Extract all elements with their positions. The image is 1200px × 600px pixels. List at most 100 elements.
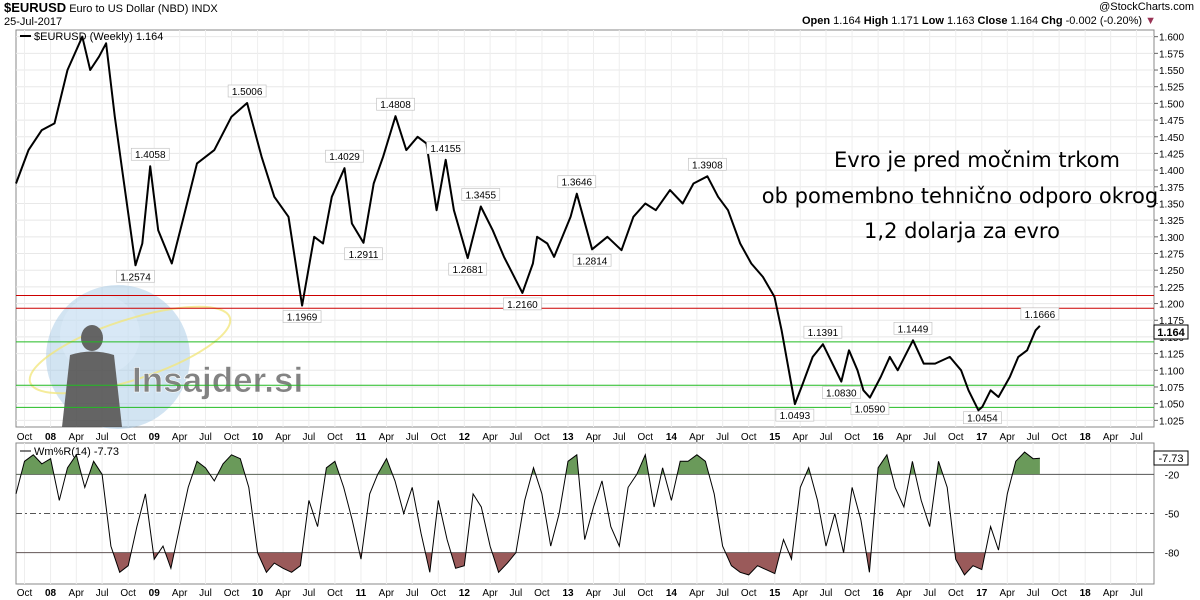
- price-x-tick-label: Apr: [275, 432, 291, 443]
- annotation-line-2: ob pomembno tehnično odporo okrog: [762, 184, 1158, 208]
- price-label: 1.1969: [287, 313, 318, 324]
- indicator-x-tick-label: Jul: [613, 588, 626, 599]
- price-x-axis: Oct 08 Apr Jul Oct 09 Apr Jul Oct 10 Apr Jul Oct 11 Ap…: [17, 432, 1143, 443]
- globe-ring: [28, 305, 232, 395]
- price-label-box: [803, 325, 843, 339]
- price-y-tick-label: 1.225: [1159, 283, 1184, 294]
- price-label-box: [344, 247, 383, 261]
- indicator-x-tick-label: Jul: [96, 588, 109, 599]
- indicator-x-tick-label: 18: [1080, 588, 1092, 599]
- price-label: 1.0454: [967, 414, 998, 425]
- ohlc-summary: Open 1.164 High 1.171 Low 1.163 Close 1.…: [802, 15, 1156, 27]
- price-label: 1.5006: [232, 87, 263, 98]
- price-x-tick-label: 08: [45, 432, 57, 443]
- indicator-x-tick-label: 10: [252, 588, 264, 599]
- indicator-x-tick-label: 14: [666, 588, 678, 599]
- indicator-x-tick-label: Jul: [1027, 588, 1040, 599]
- price-y-tick-label: 1.500: [1159, 99, 1184, 110]
- price-x-tick-label: 09: [149, 432, 161, 443]
- price-label: 1.3455: [465, 190, 496, 201]
- price-y-tick-label: 1.550: [1159, 66, 1184, 77]
- indicator-x-tick-label: Apr: [172, 588, 188, 599]
- price-x-tick-label: Apr: [69, 432, 85, 443]
- price-label-box: [227, 84, 267, 98]
- indicator-x-tick-label: Apr: [379, 588, 395, 599]
- indicator-x-tick-label: Jul: [1130, 588, 1143, 599]
- indicator-x-tick-label: Apr: [689, 588, 705, 599]
- indicator-y-tick-label: -80: [1165, 549, 1180, 560]
- indicator-x-tick-label: Oct: [1051, 588, 1067, 599]
- price-x-tick-label: Oct: [327, 432, 343, 443]
- price-x-tick-label: Oct: [1051, 432, 1067, 443]
- price-label-box: [963, 411, 1002, 425]
- price-label: 1.1666: [1025, 310, 1056, 321]
- williams-r-line: [15, 451, 1040, 576]
- index-tag: INDX: [191, 3, 218, 15]
- chart-header: $EURUSD Euro to US Dollar (NBD) INDX 25-…: [4, 1, 218, 29]
- symbol-title: $EURUSD: [4, 0, 67, 15]
- price-y-tick-label: 1.125: [1159, 350, 1184, 361]
- high-value: 1.171: [891, 15, 919, 27]
- watermark-logo: Insajder.si: [28, 285, 304, 429]
- price-y-axis: 1.600 1.575 1.550 1.525 1.500 1.475 1.450 1.425…: [1154, 33, 1184, 427]
- indicator-x-tick-label: 09: [149, 588, 161, 599]
- close-label: Close: [977, 15, 1008, 27]
- price-legend-text: $EURUSD (Weekly) 1.164: [34, 31, 163, 43]
- indicator-x-tick-label: Oct: [431, 588, 447, 599]
- price-y-tick-label: 1.100: [1159, 366, 1184, 377]
- indicator-x-tick-label: Jul: [923, 588, 936, 599]
- indicator-y-axis: -20 -50 -80: [1165, 470, 1180, 559]
- price-x-tick-label: Oct: [844, 432, 860, 443]
- price-x-tick-label: 11: [356, 432, 367, 443]
- price-y-tick-label: 1.325: [1159, 216, 1184, 227]
- indicator-legend: Wm%R(14) -7.73: [20, 446, 119, 458]
- price-label: 1.2681: [452, 265, 483, 276]
- open-value: 1.164: [833, 15, 861, 27]
- chg-label: Chg: [1041, 15, 1063, 27]
- price-label: 1.1449: [898, 324, 929, 335]
- brand-text: @StockCharts.com: [1099, 1, 1194, 13]
- price-y-tick-label: 1.200: [1159, 300, 1184, 311]
- price-point-labels: 1.2574 1.4058 1.5006 1.1969 1.4029 1.2911 1.48…: [116, 84, 1060, 425]
- price-label: 1.0590: [855, 405, 886, 416]
- indicator-x-tick-label: Apr: [275, 588, 291, 599]
- low-value: 1.163: [946, 15, 975, 27]
- indicator-legend-text: Wm%R(14) -7.73: [34, 446, 119, 458]
- price-label-box: [572, 253, 612, 267]
- person-silhouette-icon: [62, 325, 122, 427]
- indicator-last-value-tag: -7.73: [1153, 450, 1189, 466]
- chart-date: 25-Jul-2017: [4, 16, 63, 28]
- price-label-box: [130, 147, 170, 161]
- down-arrow-icon: ▼: [1145, 15, 1156, 27]
- indicator-y-tick-label: -20: [1165, 470, 1180, 481]
- price-label-box: [688, 157, 727, 171]
- price-label-box: [282, 310, 322, 323]
- price-gridlines: [16, 30, 1154, 427]
- price-x-tick-label: Jul: [820, 432, 833, 443]
- forecast-annotation: Evro je pred močnim trkom ob pomembno te…: [762, 148, 1158, 243]
- price-x-tick-label: Jul: [923, 432, 936, 443]
- price-x-tick-label: 14: [666, 432, 678, 443]
- price-label-box: [503, 297, 542, 311]
- price-label-box: [376, 97, 415, 111]
- price-x-tick-label: Jul: [716, 432, 729, 443]
- price-y-tick-label: 1.525: [1159, 83, 1184, 94]
- indicator-x-tick-label: Apr: [896, 588, 912, 599]
- indicator-x-tick-label: Oct: [638, 588, 654, 599]
- indicator-x-tick-label: Oct: [948, 588, 964, 599]
- indicator-x-tick-label: 11: [356, 588, 367, 599]
- price-label-box: [775, 408, 815, 422]
- price-y-tick-label: 1.275: [1159, 250, 1184, 261]
- watermark-text: Insajder.si: [132, 361, 303, 400]
- indicator-x-tick-label: Apr: [1000, 588, 1016, 599]
- price-y-tick-label: 1.025: [1159, 416, 1184, 427]
- price-x-tick-label: 18: [1080, 432, 1092, 443]
- price-legend: $EURUSD (Weekly) 1.164: [20, 31, 163, 43]
- price-label: 1.4029: [329, 152, 360, 163]
- price-x-tick-label: Apr: [172, 432, 188, 443]
- price-x-tick-label: Oct: [948, 432, 964, 443]
- price-x-tick-label: Apr: [1103, 432, 1119, 443]
- price-last-value: 1.164: [1157, 327, 1185, 339]
- price-label-box: [448, 262, 488, 276]
- price-x-tick-label: 12: [459, 432, 471, 443]
